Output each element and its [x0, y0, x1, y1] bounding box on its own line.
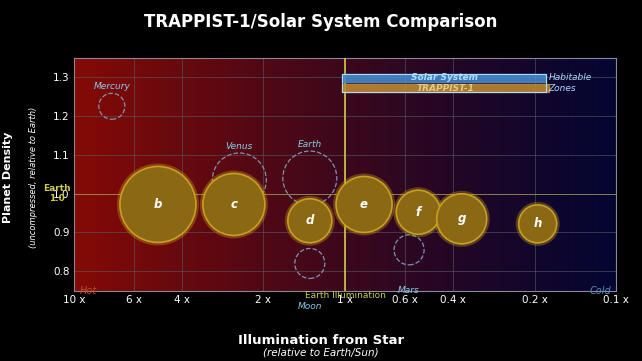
Ellipse shape — [120, 166, 196, 243]
Ellipse shape — [288, 199, 332, 243]
Ellipse shape — [519, 205, 557, 243]
Text: Moon: Moon — [297, 302, 322, 311]
Text: Mercury: Mercury — [93, 82, 130, 91]
Text: g: g — [458, 212, 466, 225]
Text: h: h — [534, 217, 542, 230]
Text: f: f — [416, 206, 421, 219]
Ellipse shape — [396, 190, 440, 234]
Text: Hot: Hot — [79, 286, 96, 296]
Text: Cold: Cold — [589, 286, 611, 296]
Text: (uncompressed, relative to Earth): (uncompressed, relative to Earth) — [29, 106, 38, 248]
Text: Mars: Mars — [398, 286, 420, 295]
Text: TRAPPIST-1/Solar System Comparison: TRAPPIST-1/Solar System Comparison — [144, 13, 498, 31]
Text: Venus: Venus — [225, 142, 253, 151]
Ellipse shape — [516, 202, 560, 246]
Ellipse shape — [200, 170, 268, 239]
Bar — [342, 74, 546, 82]
Text: Habitable
Zones: Habitable Zones — [548, 73, 592, 93]
Text: Solar System: Solar System — [411, 73, 478, 82]
Bar — [342, 84, 548, 92]
Ellipse shape — [333, 173, 395, 235]
Ellipse shape — [285, 196, 335, 246]
Text: c: c — [230, 198, 238, 211]
Ellipse shape — [117, 164, 199, 245]
Text: Illumination from Star: Illumination from Star — [238, 334, 404, 347]
Ellipse shape — [203, 173, 265, 235]
Text: b: b — [153, 198, 162, 211]
Text: d: d — [306, 214, 314, 227]
Ellipse shape — [437, 194, 487, 244]
Text: Earth
1.0: Earth 1.0 — [43, 184, 71, 203]
Bar — [342, 74, 546, 92]
Text: (relative to Earth/Sun): (relative to Earth/Sun) — [263, 347, 379, 357]
Text: Planet Density: Planet Density — [3, 131, 13, 223]
Ellipse shape — [434, 191, 490, 247]
Text: TRAPPIST-1: TRAPPIST-1 — [417, 83, 474, 92]
Text: Earth Illumination: Earth Illumination — [305, 291, 385, 300]
Ellipse shape — [336, 177, 392, 232]
Text: Earth: Earth — [298, 140, 322, 149]
Ellipse shape — [394, 187, 444, 237]
Text: e: e — [360, 198, 368, 211]
